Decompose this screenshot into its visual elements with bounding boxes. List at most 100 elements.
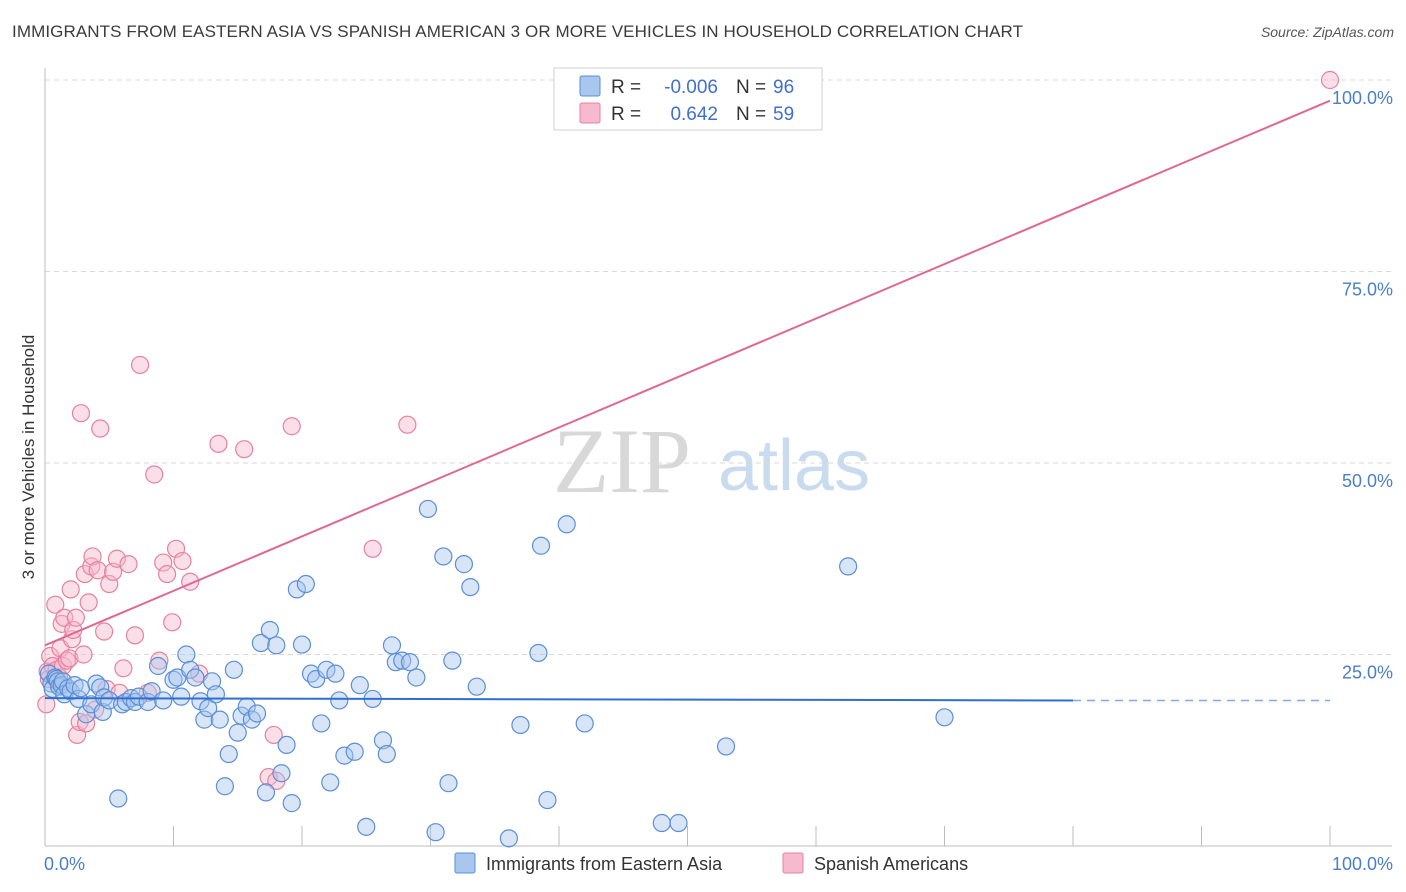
x-tick-label: 100.0% — [1332, 854, 1393, 874]
y-tick-label: 75.0% — [1342, 280, 1393, 300]
y-tick-label: 100.0% — [1332, 88, 1393, 108]
bottom-legend-swatch-blue — [454, 852, 476, 874]
y-tick-label: 25.0% — [1342, 663, 1393, 683]
data-point-eastern-asia — [393, 651, 412, 670]
data-point-eastern-asia — [247, 704, 267, 723]
data-point-spanish-americans — [37, 695, 56, 714]
data-point-eastern-asia — [467, 677, 486, 696]
data-point-spanish-americans — [163, 613, 182, 632]
trend-lines — [44, 99, 1331, 702]
data-point-eastern-asia — [373, 731, 393, 750]
data-point-spanish-americans — [107, 549, 127, 568]
data-point-spanish-americans — [264, 725, 283, 745]
data-point-spanish-americans — [60, 649, 79, 668]
data-point-eastern-asia — [557, 515, 576, 534]
data-point-eastern-asia — [407, 668, 426, 687]
watermark-atlas: atlas — [718, 426, 870, 506]
data-point-eastern-asia — [935, 708, 954, 727]
data-point-spanish-americans — [46, 595, 65, 614]
data-point-eastern-asia — [251, 633, 270, 653]
data-point-spanish-americans — [61, 580, 80, 599]
data-point-eastern-asia — [400, 653, 420, 672]
data-point-spanish-americans — [91, 419, 110, 438]
data-point-eastern-asia — [443, 651, 462, 670]
data-point-eastern-asia — [538, 790, 557, 810]
data-point-eastern-asia — [215, 777, 234, 796]
data-point-eastern-asia — [272, 764, 291, 783]
legend-r-label: R = — [611, 104, 641, 125]
x-tick-labels: 0.0% 100.0% — [44, 854, 1393, 874]
data-point-eastern-asia — [256, 783, 276, 802]
data-point-eastern-asia — [186, 668, 205, 687]
legend-r-value-blue: -0.006 — [664, 77, 718, 98]
data-point-eastern-asia — [232, 706, 251, 725]
data-point-eastern-asia — [154, 691, 173, 710]
data-point-eastern-asia — [669, 813, 688, 833]
data-point-eastern-asia — [529, 643, 548, 663]
data-point-spanish-americans — [125, 626, 145, 645]
legend-n-label: N = — [736, 104, 766, 125]
data-point-eastern-asia — [287, 580, 306, 599]
data-point-spanish-americans — [1320, 70, 1340, 90]
y-axis-title: 3 or more Vehicles in Household — [19, 335, 38, 580]
data-point-spanish-americans — [145, 465, 164, 484]
legend-r-label: R = — [611, 77, 641, 98]
data-point-spanish-americans — [95, 622, 114, 641]
data-point-spanish-americans — [209, 434, 228, 453]
x-tick-label: 0.0% — [44, 854, 85, 874]
data-point-spanish-americans — [282, 417, 301, 436]
legend-n-value-pink: 59 — [773, 104, 794, 125]
data-point-eastern-asia — [228, 723, 247, 742]
legend-swatch-pink — [579, 102, 601, 124]
legend-n-value-blue: 96 — [773, 77, 794, 98]
data-point-spanish-americans — [57, 651, 76, 670]
watermark-zip: ZIP — [553, 410, 691, 512]
data-point-spanish-americans — [157, 564, 177, 584]
data-point-eastern-asia — [330, 691, 349, 710]
data-point-spanish-americans — [77, 714, 96, 733]
data-point-spanish-americans — [235, 440, 254, 459]
data-point-eastern-asia — [652, 813, 671, 833]
data-point-spanish-americans — [88, 561, 107, 580]
data-point-eastern-asia — [71, 679, 91, 698]
data-point-eastern-asia — [191, 692, 210, 711]
trend-line-eastern-asia — [44, 697, 1074, 702]
source-credit: Source: ZipAtlas.com — [1260, 24, 1394, 40]
bottom-legend-label-blue: Immigrants from Eastern Asia — [486, 854, 723, 874]
data-point-eastern-asia — [350, 676, 369, 695]
data-point-eastern-asia — [575, 714, 594, 733]
data-point-spanish-americans — [83, 547, 102, 566]
data-point-eastern-asia — [317, 660, 336, 679]
data-point-spanish-americans — [363, 539, 382, 558]
data-point-eastern-asia — [301, 664, 321, 683]
legend-n-label: N = — [736, 77, 766, 98]
data-point-spanish-americans — [74, 645, 93, 664]
y-tick-label: 50.0% — [1342, 471, 1393, 491]
data-point-eastern-asia — [91, 678, 110, 697]
data-point-eastern-asia — [312, 714, 331, 733]
data-point-eastern-asia — [434, 547, 453, 566]
data-point-spanish-americans — [154, 553, 173, 572]
data-point-eastern-asia — [382, 636, 402, 655]
data-point-spanish-americans — [119, 555, 138, 574]
data-point-eastern-asia — [219, 744, 238, 764]
data-point-eastern-asia — [345, 742, 364, 761]
data-point-spanish-americans — [130, 355, 150, 375]
legend-box: R = -0.006 N = 96 R = 0.642 N = 59 — [553, 67, 823, 131]
data-point-eastern-asia — [292, 635, 312, 654]
data-point-spanish-americans — [71, 404, 91, 423]
data-point-eastern-asia — [260, 620, 279, 640]
data-point-eastern-asia — [839, 557, 858, 576]
data-point-eastern-asia — [93, 702, 112, 722]
data-point-eastern-asia — [109, 789, 128, 808]
data-point-eastern-asia — [296, 574, 315, 594]
data-point-eastern-asia — [716, 737, 736, 756]
data-point-eastern-asia — [418, 499, 438, 519]
data-point-eastern-asia — [224, 660, 243, 679]
data-point-eastern-asia — [335, 746, 354, 765]
axes — [44, 68, 1392, 847]
data-point-eastern-asia — [210, 710, 229, 729]
data-point-eastern-asia — [206, 685, 226, 704]
data-point-eastern-asia — [454, 555, 474, 574]
data-point-eastern-asia — [439, 774, 458, 793]
